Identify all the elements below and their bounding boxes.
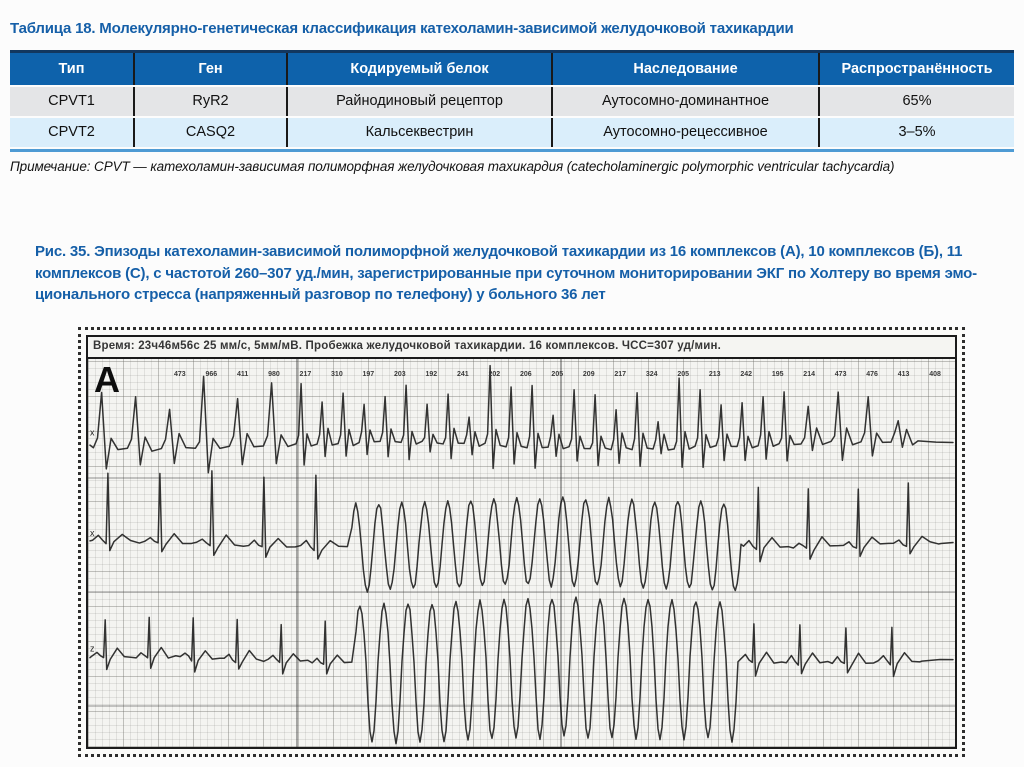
table-header-cell: Кодируемый белок bbox=[288, 53, 553, 85]
table-header-cell: Распространённость bbox=[820, 53, 1014, 85]
table-header-cell: Наследование bbox=[553, 53, 820, 85]
table-top-border bbox=[10, 50, 1014, 53]
rr-interval-value: 473 bbox=[174, 371, 186, 378]
ecg-trace-canvas: x x z bbox=[89, 364, 954, 745]
table-cell: 3–5% bbox=[820, 118, 1014, 147]
rr-interval-value: 324 bbox=[645, 371, 658, 378]
rr-interval-value: 217 bbox=[614, 371, 627, 378]
lead-mark: x bbox=[90, 427, 95, 437]
rr-interval-value: 195 bbox=[771, 371, 784, 378]
figure-caption-line: Рис. 35. Эпизоды катехоламин-зависимой п… bbox=[35, 243, 963, 260]
table-row: CPVT2 CASQ2 Кальсеквестрин Аутосомно-рец… bbox=[10, 118, 1014, 147]
table-header-cell: Ген bbox=[135, 53, 288, 85]
table-cell: CPVT1 bbox=[10, 87, 135, 116]
rr-interval-value: 213 bbox=[708, 371, 721, 378]
scan-artifact-line bbox=[88, 591, 955, 593]
rr-interval-value: 473 bbox=[834, 371, 847, 378]
ecg-header-strip: Время: 23ч46м56с 25 мм/с, 5мм/мВ. Пробеж… bbox=[88, 337, 955, 359]
classification-table: Тип Ген Кодируемый белок Наследование Ра… bbox=[10, 50, 1014, 152]
figure-caption: Рис. 35. Эпизоды катехоламин-зависимой п… bbox=[35, 241, 1017, 306]
ecg-trace bbox=[89, 364, 954, 474]
rr-interval-value: 205 bbox=[677, 371, 690, 378]
table-cell: Райнодиновый рецептор bbox=[288, 87, 553, 116]
rr-interval-row: 473 966 411 980 217 310 197 203 192 241 202 206 205 2… bbox=[174, 371, 941, 378]
table-bottom-border bbox=[10, 149, 1014, 152]
ecg-trace bbox=[89, 470, 954, 593]
rr-interval-value: 206 bbox=[519, 371, 532, 378]
table-cell: 65% bbox=[820, 87, 1014, 116]
rr-interval-value: 209 bbox=[582, 371, 595, 378]
figure-caption-line: ционального стресса (напряженный разгово… bbox=[35, 286, 606, 303]
rr-interval-value: 413 bbox=[897, 371, 910, 378]
rr-interval-value: 205 bbox=[551, 371, 564, 378]
rr-interval-value: 411 bbox=[236, 371, 249, 378]
table-cell: Аутосомно-рецессивное bbox=[553, 118, 820, 147]
table-cell: RyR2 bbox=[135, 87, 288, 116]
lead-mark: x bbox=[90, 528, 95, 538]
table-header-cell: Тип bbox=[10, 53, 135, 85]
rr-interval-value: 197 bbox=[362, 371, 375, 378]
table-cell: CASQ2 bbox=[135, 118, 288, 147]
scan-artifact-line bbox=[88, 477, 955, 479]
rr-interval-value: 242 bbox=[740, 371, 753, 378]
scan-artifact-line bbox=[296, 359, 298, 747]
ecg-scan-figure: Время: 23ч46м56с 25 мм/с, 5мм/мВ. Пробеж… bbox=[78, 327, 965, 757]
table-cell: Аутосомно-доминантное bbox=[553, 87, 820, 116]
rr-interval-value: 192 bbox=[425, 371, 438, 378]
rr-interval-value: 214 bbox=[803, 371, 815, 378]
lead-mark: z bbox=[90, 643, 95, 653]
rr-interval-value: 966 bbox=[205, 371, 218, 378]
rr-interval-value: 476 bbox=[866, 371, 878, 378]
ecg-paper: А 473 966 411 980 217 310 197 203 192 241 202 206 20… bbox=[88, 359, 955, 747]
rr-interval-value: 241 bbox=[456, 371, 469, 378]
scan-artifact-line bbox=[88, 705, 955, 707]
ecg-scan-frame: Время: 23ч46м56с 25 мм/с, 5мм/мВ. Пробеж… bbox=[86, 335, 957, 749]
rr-interval-value: 203 bbox=[394, 371, 406, 378]
ecg-trace bbox=[89, 596, 954, 745]
scan-artifact-line bbox=[560, 359, 562, 747]
rr-interval-value: 408 bbox=[929, 371, 941, 378]
table-title: Таблица 18. Молекулярно-генетическая кла… bbox=[10, 20, 794, 37]
rr-interval-value: 310 bbox=[331, 371, 343, 378]
figure-caption-line: комплексов (С), с частотой 260–307 уд./м… bbox=[35, 264, 977, 282]
table-cell: Кальсеквестрин bbox=[288, 118, 553, 147]
table-header-row: Тип Ген Кодируемый белок Наследование Ра… bbox=[10, 53, 1014, 85]
rr-interval-value: 217 bbox=[299, 371, 312, 378]
table-cell: CPVT2 bbox=[10, 118, 135, 147]
rr-interval-value: 202 bbox=[488, 371, 501, 378]
table-footnote: Примечание: CPVT — катехоламин-зависимая… bbox=[10, 159, 895, 174]
panel-label: А bbox=[94, 359, 120, 400]
table-row: CPVT1 RyR2 Райнодиновый рецептор Аутосом… bbox=[10, 87, 1014, 116]
rr-interval-value: 980 bbox=[268, 371, 280, 378]
